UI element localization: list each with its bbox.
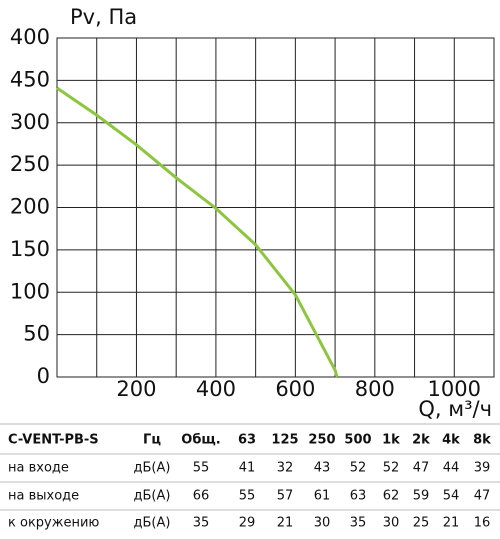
table-cell: 1k xyxy=(382,433,400,448)
table-cell: дБ(А) xyxy=(134,516,171,531)
table-cell: 4k xyxy=(442,433,460,448)
y-tick-label: 300 xyxy=(10,110,50,134)
table-cell: 44 xyxy=(443,461,460,476)
y-tick-label: 200 xyxy=(10,195,50,219)
table-cell: 35 xyxy=(350,516,367,531)
table-cell: 30 xyxy=(314,516,331,531)
x-tick-label: 400 xyxy=(196,377,236,401)
table-cell: 54 xyxy=(443,489,460,504)
table-cell: 61 xyxy=(314,489,331,504)
table-cell: 30 xyxy=(383,516,400,531)
y-tick-label: 450 xyxy=(10,67,50,91)
table-cell: 32 xyxy=(277,461,294,476)
table-cell: 35 xyxy=(193,516,210,531)
table-cell: к окружению xyxy=(8,516,99,531)
table-cell: 250 xyxy=(308,433,335,448)
x-axis-label: Q, м³/ч xyxy=(418,397,492,421)
table-cell: 25 xyxy=(413,516,430,531)
x-tick-label: 200 xyxy=(116,377,156,401)
table-cell: 47 xyxy=(413,461,430,476)
curve xyxy=(56,86,339,378)
table-cell: Гц xyxy=(143,433,161,448)
x-tick-label: 600 xyxy=(275,377,315,401)
table-cell: Общ. xyxy=(181,433,220,448)
y-tick-label: 250 xyxy=(10,152,50,176)
table-cell: 55 xyxy=(239,489,256,504)
table-cell: 66 xyxy=(193,489,210,504)
y-axis-label: Pv, Па xyxy=(70,5,137,29)
table-cell: 29 xyxy=(239,516,256,531)
table-cell: 43 xyxy=(314,461,331,476)
table-cell: на входе xyxy=(8,461,69,476)
table-cell: 55 xyxy=(193,461,210,476)
y-tick-label: 0 xyxy=(37,364,50,388)
table-cell: 52 xyxy=(350,461,367,476)
y-tick-label: 150 xyxy=(10,237,50,261)
table-cell: 62 xyxy=(383,489,400,504)
table-cell: 41 xyxy=(239,461,256,476)
y-tick-label: 400 xyxy=(10,25,50,49)
table-cell: 500 xyxy=(344,433,371,448)
table-cell: 57 xyxy=(277,489,294,504)
y-tick-label: 50 xyxy=(23,322,50,346)
table-cell: 59 xyxy=(413,489,430,504)
x-tick-label: 800 xyxy=(355,377,395,401)
table-cell: 16 xyxy=(474,516,491,531)
table-cell: 63 xyxy=(350,489,367,504)
table-cell: дБ(А) xyxy=(134,489,171,504)
table-cell: 39 xyxy=(474,461,491,476)
table-cell: 21 xyxy=(443,516,460,531)
table-cell: дБ(А) xyxy=(134,461,171,476)
table-cell: 21 xyxy=(277,516,294,531)
table-cell: 47 xyxy=(474,489,491,504)
table-cell: 125 xyxy=(271,433,298,448)
table-cell: 63 xyxy=(238,433,256,448)
x-tick-label: 1000 xyxy=(428,377,481,401)
y-tick-label: 100 xyxy=(10,279,50,303)
table-cell: 8k xyxy=(473,433,491,448)
table-cell: 52 xyxy=(383,461,400,476)
table-cell: C-VENT-PB-S xyxy=(8,433,99,448)
table-cell: 2k xyxy=(412,433,430,448)
table-cell: на выходе xyxy=(8,489,79,504)
